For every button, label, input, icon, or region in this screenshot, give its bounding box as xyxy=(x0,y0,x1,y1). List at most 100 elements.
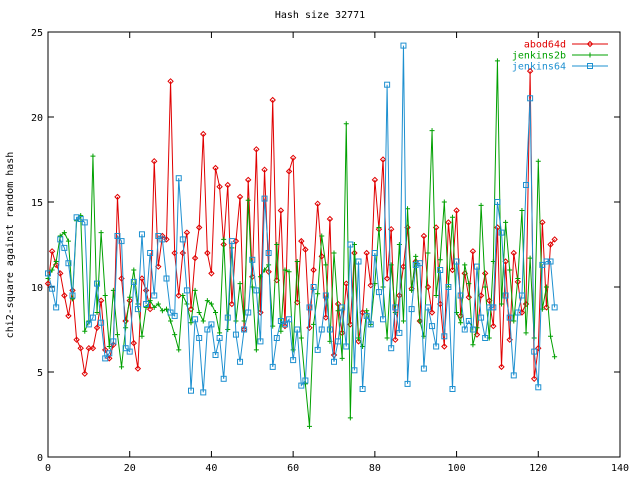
x-tick-label: 140 xyxy=(611,463,629,474)
data-point-jenkins2b xyxy=(286,269,292,275)
data-point-jenkins2b xyxy=(225,327,231,332)
data-point-jenkins2b xyxy=(106,344,112,349)
data-point-jenkins2b xyxy=(511,318,517,324)
data-point-abod64d xyxy=(269,96,276,104)
data-point-jenkins64 xyxy=(494,199,501,205)
data-point-abod64d xyxy=(343,280,350,287)
data-point-jenkins64 xyxy=(314,346,321,353)
data-point-jenkins64 xyxy=(461,326,468,333)
y-axis-label: chi2-square against random hash xyxy=(5,152,16,339)
data-point-jenkins64 xyxy=(514,309,521,316)
data-point-abod64d xyxy=(465,293,473,301)
data-point-abod64d xyxy=(93,324,101,332)
data-point-jenkins64 xyxy=(355,258,362,265)
data-point-jenkins64 xyxy=(339,304,346,311)
data-point-abod64d xyxy=(359,309,366,316)
data-point-abod64d xyxy=(310,266,317,274)
data-point-jenkins64 xyxy=(433,343,440,350)
data-point-jenkins64 xyxy=(518,292,525,299)
data-point-jenkins64 xyxy=(130,278,137,285)
data-point-jenkins64 xyxy=(347,241,354,248)
data-point-jenkins64 xyxy=(49,285,56,292)
data-point-jenkins64 xyxy=(269,363,276,370)
data-point-abod64d xyxy=(469,248,477,255)
data-point-jenkins2b xyxy=(523,330,529,336)
data-point-jenkins64 xyxy=(57,236,64,243)
data-point-abod64d xyxy=(97,297,105,304)
data-point-jenkins2b xyxy=(151,304,157,310)
data-point-jenkins64 xyxy=(286,316,293,323)
data-point-jenkins2b xyxy=(543,284,549,290)
data-point-jenkins2b xyxy=(503,219,509,225)
data-point-abod64d xyxy=(89,344,97,352)
data-point-jenkins2b xyxy=(65,238,71,244)
data-point-jenkins64 xyxy=(163,275,170,282)
data-point-jenkins64 xyxy=(77,216,84,222)
data-point-jenkins2b xyxy=(458,320,464,326)
data-point-jenkins2b xyxy=(343,121,349,127)
data-point-jenkins2b xyxy=(196,310,202,315)
data-point-abod64d xyxy=(490,322,497,330)
data-point-jenkins2b xyxy=(82,328,88,334)
plot-frame xyxy=(47,31,621,458)
data-point-jenkins64 xyxy=(134,306,141,313)
data-point-jenkins2b xyxy=(180,293,186,298)
data-point-abod64d xyxy=(253,146,260,153)
data-point-abod64d xyxy=(322,314,330,321)
data-point-jenkins64 xyxy=(363,312,370,319)
data-point-jenkins2b xyxy=(119,364,125,370)
data-point-abod64d xyxy=(449,266,456,274)
data-point-jenkins64 xyxy=(474,263,480,270)
data-point-jenkins64 xyxy=(294,326,301,333)
legend-marker-jenkins64 xyxy=(587,63,593,69)
data-point-abod64d xyxy=(101,346,109,354)
data-point-abod64d xyxy=(379,156,387,163)
data-point-abod64d xyxy=(126,297,133,304)
data-point-jenkins64 xyxy=(192,316,199,323)
data-point-jenkins64 xyxy=(331,358,337,365)
data-point-jenkins64 xyxy=(310,284,317,290)
data-point-jenkins64 xyxy=(380,316,387,323)
data-point-jenkins64 xyxy=(159,236,166,243)
data-point-jenkins64 xyxy=(265,250,272,256)
data-point-jenkins2b xyxy=(61,230,67,236)
data-point-jenkins64 xyxy=(449,386,456,392)
x-tick-label: 40 xyxy=(205,463,217,474)
data-point-jenkins2b xyxy=(163,306,169,312)
data-point-jenkins2b xyxy=(253,347,259,353)
data-point-jenkins2b xyxy=(478,202,484,208)
data-point-abod64d xyxy=(224,181,231,189)
data-point-jenkins64 xyxy=(543,258,550,265)
data-point-jenkins2b xyxy=(143,304,149,310)
data-point-jenkins2b xyxy=(237,281,243,287)
data-point-jenkins2b xyxy=(319,233,325,239)
data-point-jenkins64 xyxy=(196,335,203,341)
data-point-jenkins64 xyxy=(73,214,80,221)
data-point-jenkins2b xyxy=(466,281,472,287)
data-point-jenkins64 xyxy=(138,231,145,238)
data-point-abod64d xyxy=(551,236,558,243)
data-point-jenkins64 xyxy=(457,292,464,299)
data-point-jenkins2b xyxy=(147,298,153,304)
data-point-abod64d xyxy=(498,363,505,371)
data-point-jenkins64 xyxy=(241,326,248,333)
data-point-jenkins2b xyxy=(245,197,251,203)
data-point-jenkins2b xyxy=(527,255,533,261)
data-point-abod64d xyxy=(204,249,211,257)
data-point-abod64d xyxy=(547,241,554,248)
data-point-jenkins64 xyxy=(306,304,313,311)
data-point-jenkins2b xyxy=(380,284,386,290)
data-point-jenkins2b xyxy=(53,259,59,264)
data-point-jenkins2b xyxy=(278,328,284,334)
plot-border xyxy=(47,31,621,458)
data-point-jenkins2b xyxy=(433,293,439,298)
data-point-jenkins2b xyxy=(306,423,312,429)
data-point-abod64d xyxy=(510,249,517,257)
data-point-abod64d xyxy=(73,336,80,343)
x-tick-label: 120 xyxy=(529,463,547,474)
data-point-abod64d xyxy=(228,300,236,308)
data-point-abod64d xyxy=(200,130,207,138)
data-point-jenkins2b xyxy=(356,335,362,341)
data-point-abod64d xyxy=(530,375,538,383)
legend-marker-abod64d xyxy=(586,40,594,48)
